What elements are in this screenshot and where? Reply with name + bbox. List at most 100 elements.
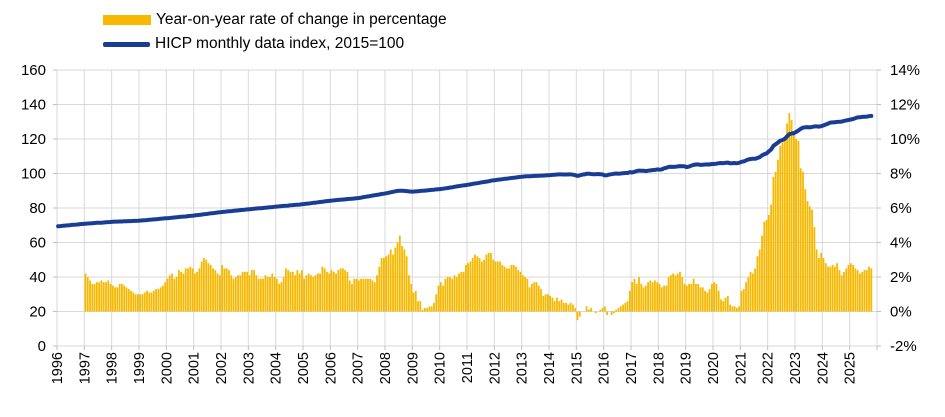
yoy-bar	[480, 261, 483, 312]
yoy-bar	[526, 278, 529, 312]
yoy-bar	[610, 311, 613, 315]
yoy-bar	[717, 290, 720, 312]
yoy-bar	[763, 221, 766, 312]
chart-legend: Year-on-year rate of change in percentag…	[103, 8, 447, 56]
yoy-bar	[781, 142, 784, 312]
yoy-bar	[262, 278, 265, 312]
yoy-bar	[376, 275, 378, 312]
yoy-bar	[679, 271, 681, 312]
yoy-bar	[617, 308, 620, 312]
yoy-bar	[114, 287, 116, 312]
yoy-bar	[414, 290, 417, 312]
yoy-bar	[462, 271, 465, 312]
yoy-bar	[638, 277, 640, 312]
yoy-bar	[102, 282, 105, 312]
yoy-bar	[863, 270, 866, 312]
yoy-bar	[788, 113, 791, 312]
yoy-bar	[492, 259, 495, 312]
yoy-bar	[779, 145, 782, 312]
yoy-bar	[722, 301, 725, 312]
yoy-bar	[187, 268, 189, 312]
yoy-bar	[225, 268, 228, 312]
yoy-bar	[326, 271, 328, 312]
yoy-bar	[747, 277, 750, 312]
yoy-bar	[191, 268, 194, 312]
yoy-bar	[307, 273, 310, 312]
yoy-bar	[341, 268, 344, 312]
yoy-bar	[658, 283, 661, 312]
yoy-bar	[558, 301, 561, 312]
yoy-bar	[209, 264, 212, 312]
yoy-bar	[490, 252, 492, 312]
yoy-bar	[777, 159, 779, 312]
yoy-bar	[496, 261, 499, 312]
yoy-bar	[622, 304, 624, 312]
yoy-bar	[264, 275, 267, 312]
yoy-bar	[239, 275, 242, 312]
yoy-bar	[556, 297, 558, 312]
yoy-bar	[203, 258, 205, 312]
x-axis-year-label: 2000	[159, 352, 175, 384]
yoy-bar	[335, 273, 337, 312]
yoy-bar	[758, 249, 761, 312]
x-axis-year-label: 2001	[187, 352, 203, 384]
yoy-bar	[708, 289, 711, 312]
yoy-bar	[111, 285, 114, 312]
left-axis-label: 60	[29, 235, 46, 252]
yoy-bar	[647, 282, 649, 312]
yoy-bar	[767, 214, 770, 312]
yoy-bar	[417, 301, 419, 312]
yoy-bar	[314, 275, 317, 312]
yoy-bar	[783, 137, 786, 312]
yoy-bar	[845, 268, 848, 312]
yoy-bar	[565, 302, 567, 312]
yoy-bar	[676, 273, 679, 312]
yoy-bar	[428, 306, 431, 312]
yoy-bar	[467, 263, 470, 312]
x-axis-year-label: 2021	[733, 352, 749, 384]
yoy-bar	[105, 282, 107, 312]
x-axis-year-label: 2020	[706, 352, 722, 384]
yoy-bar	[820, 252, 823, 312]
yoy-bar	[868, 266, 870, 312]
yoy-bar	[141, 294, 144, 312]
yoy-bar	[710, 283, 713, 312]
yoy-bar	[508, 268, 511, 312]
yoy-bar	[494, 261, 497, 312]
x-axis-year-label: 2014	[542, 352, 558, 384]
yoy-bar	[567, 304, 570, 312]
yoy-bar	[300, 270, 303, 312]
yoy-bar	[389, 249, 392, 312]
yoy-bar	[246, 271, 249, 312]
yoy-bar	[569, 302, 572, 312]
yoy-bar	[193, 273, 196, 312]
yoy-bar	[109, 283, 112, 312]
yoy-bar	[449, 277, 451, 312]
yoy-bar	[533, 282, 536, 312]
yoy-bar	[360, 278, 362, 312]
yoy-bar	[396, 242, 399, 312]
yoy-bar	[790, 120, 793, 312]
yoy-bar	[644, 285, 647, 312]
yoy-bar	[699, 287, 702, 312]
yoy-bar	[854, 268, 857, 312]
yoy-bar	[289, 271, 292, 312]
yoy-bar	[474, 254, 476, 312]
yoy-bar	[253, 270, 255, 312]
yoy-bar	[228, 270, 230, 312]
yoy-bar	[378, 266, 381, 312]
yoy-bar	[244, 271, 246, 312]
yoy-bar	[439, 282, 442, 312]
x-axis-year-label: 2013	[515, 352, 531, 384]
x-axis-labels: 1996 1997 1998 1999 2000 2001 2002 2003 2004 2005…	[50, 352, 859, 384]
yoy-bar	[241, 271, 244, 312]
yoy-bar	[483, 259, 485, 312]
yoy-bar	[257, 278, 260, 312]
yoy-bar	[269, 277, 271, 312]
yoy-bar	[401, 245, 403, 312]
yoy-bar	[207, 263, 210, 312]
right-axis-label: 0%	[890, 304, 912, 321]
yoy-bar	[380, 258, 383, 312]
yoy-bar	[515, 266, 517, 312]
yoy-bar	[772, 176, 775, 312]
